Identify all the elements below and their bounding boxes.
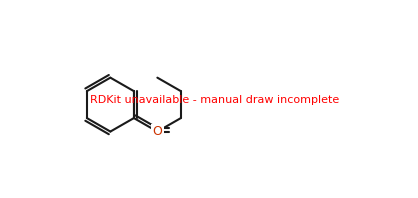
- Text: O: O: [153, 125, 162, 138]
- Text: RDKit unavailable - manual draw incomplete: RDKit unavailable - manual draw incomple…: [89, 95, 339, 105]
